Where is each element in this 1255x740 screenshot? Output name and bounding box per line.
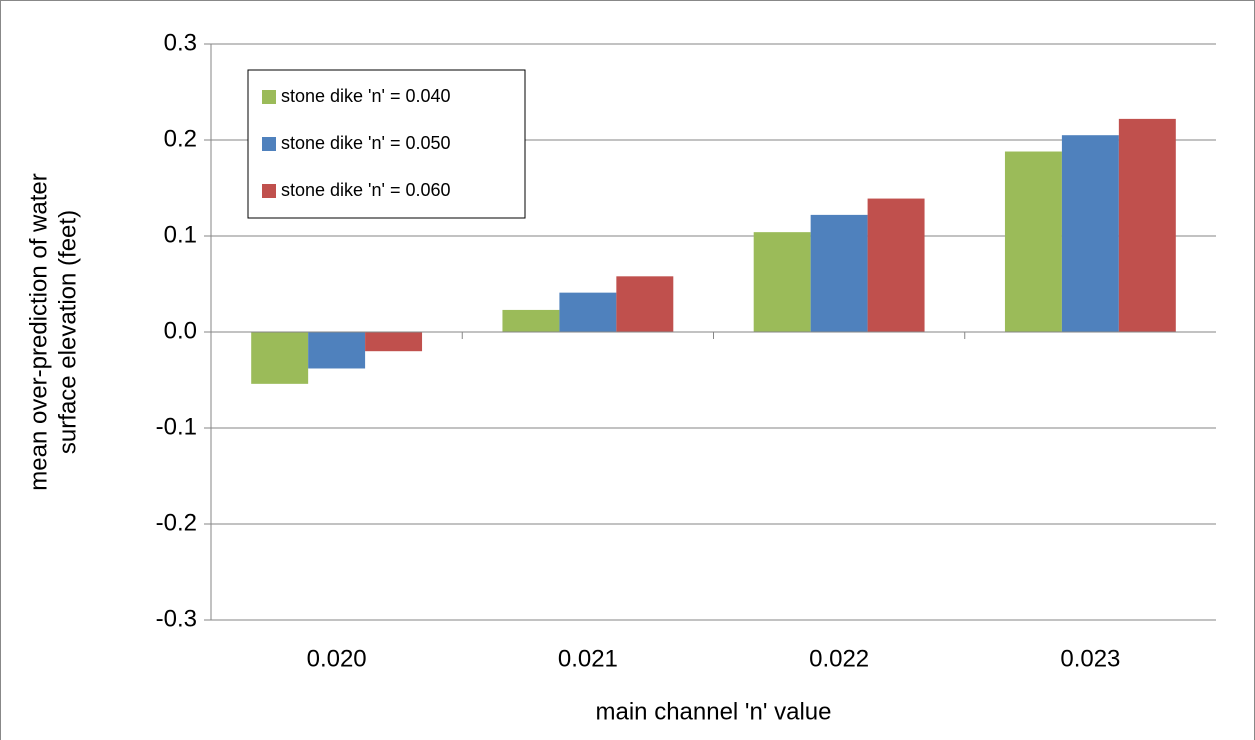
legend-swatch [262,184,276,198]
y-axis-title: surface elevation (feet) [54,210,81,454]
bar [1061,135,1119,332]
bar [810,214,868,332]
x-tick-label: 0.021 [558,645,618,672]
bar [308,332,366,369]
legend-label: stone dike 'n' = 0.040 [281,86,451,106]
x-tick-label: 0.022 [809,645,869,672]
y-tick-label: 0.2 [164,125,197,152]
y-tick-label: -0.3 [156,605,197,632]
bar [616,276,674,332]
y-tick-label: -0.1 [156,413,197,440]
y-axis-title: mean over-prediction of water [25,173,52,490]
legend-box [247,69,526,219]
bar [559,292,617,332]
bar [502,309,560,332]
bar [1004,151,1062,332]
legend-label: stone dike 'n' = 0.060 [281,180,451,200]
x-axis-title: main channel 'n' value [596,698,832,725]
bar [251,332,309,384]
bar [365,332,423,352]
x-tick-label: 0.023 [1060,645,1120,672]
legend-label: stone dike 'n' = 0.050 [281,133,451,153]
bar [867,198,925,332]
y-tick-label: 0.0 [164,317,197,344]
y-tick-label: 0.3 [164,29,197,56]
y-tick-label: 0.1 [164,221,197,248]
bar [753,232,811,332]
legend-swatch [262,137,276,151]
legend-swatch [262,90,276,104]
x-tick-label: 0.020 [307,645,367,672]
bar [1118,118,1176,332]
y-tick-label: -0.2 [156,509,197,536]
